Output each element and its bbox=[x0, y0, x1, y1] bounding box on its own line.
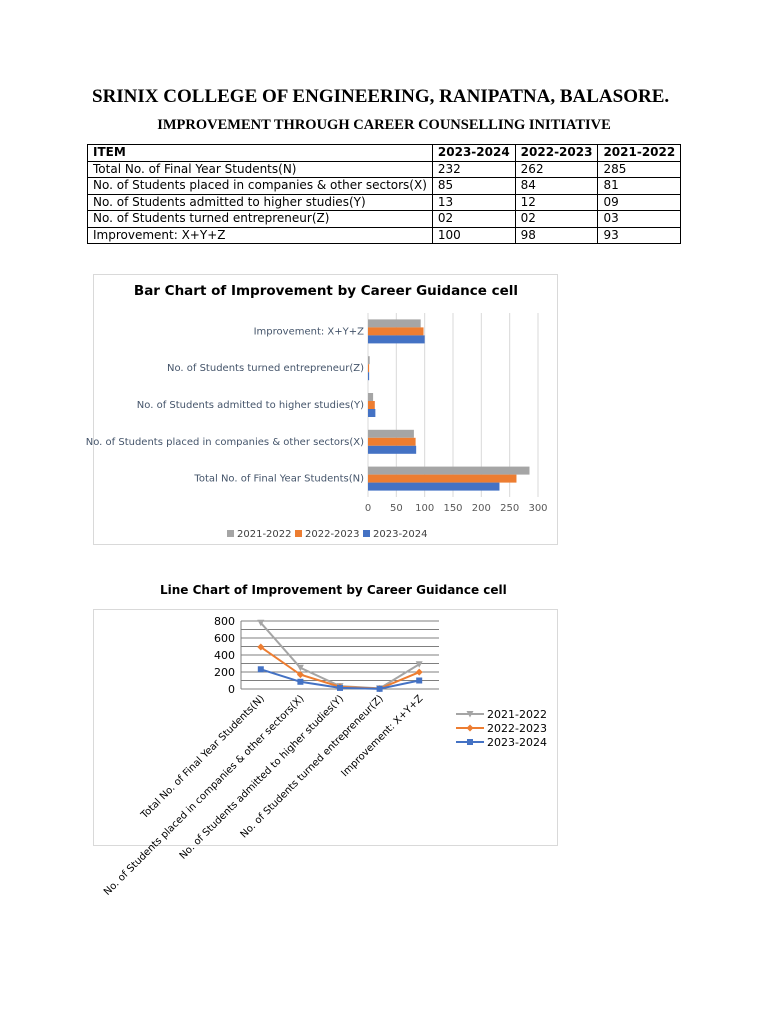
point-2022-2023 bbox=[257, 643, 265, 651]
bar-2021-2022 bbox=[368, 466, 530, 475]
category-label: No. of Students turned entrepreneur(Z) bbox=[167, 363, 364, 374]
y-tick-label: 800 bbox=[214, 615, 235, 628]
table-cell: Total No. of Final Year Students(N) bbox=[87, 160, 433, 178]
table-cell: 93 bbox=[597, 226, 682, 244]
y-tick-label: 200 bbox=[214, 666, 235, 679]
point-2023-2024 bbox=[416, 677, 423, 684]
y-tick-label: 0 bbox=[228, 683, 235, 696]
bar-2022-2023 bbox=[368, 401, 375, 409]
bar-2023-2024 bbox=[368, 409, 376, 417]
x-tick-label: 200 bbox=[472, 503, 491, 514]
table-row: Total No. of Final Year Students(N) 232 … bbox=[87, 160, 682, 178]
table-cell: 232 bbox=[431, 160, 516, 178]
y-tick-label: 400 bbox=[214, 649, 235, 662]
legend-swatch bbox=[227, 530, 234, 537]
table-cell: 262 bbox=[514, 160, 599, 178]
legend-label: 2021-2022 bbox=[237, 529, 292, 540]
bar-2021-2022 bbox=[368, 429, 414, 438]
x-tick-label: 300 bbox=[528, 503, 547, 514]
point-2021-2022 bbox=[257, 619, 265, 627]
report-subtitle: IMPROVEMENT THROUGH CAREER COUNSELLING I… bbox=[157, 117, 611, 133]
header-cell-2022-2023: 2022-2023 bbox=[514, 144, 599, 162]
table-cell: 02 bbox=[431, 210, 516, 228]
table-row: No. of Students placed in companies & ot… bbox=[87, 177, 682, 195]
x-tick-label: 150 bbox=[443, 503, 462, 514]
line-2022-2023 bbox=[260, 646, 420, 690]
header-cell-2023-2024: 2023-2024 bbox=[431, 144, 516, 162]
legend-swatch bbox=[363, 530, 370, 537]
point-2023-2024 bbox=[337, 684, 343, 691]
bar-2023-2024 bbox=[368, 482, 500, 491]
bar-chart: Bar Chart of Improvement by Career Guida… bbox=[86, 283, 548, 540]
point-2023-2024 bbox=[257, 666, 264, 673]
legend-label: 2022-2023 bbox=[487, 722, 547, 735]
bar-2022-2023 bbox=[368, 437, 416, 446]
bar-2023-2024 bbox=[368, 445, 417, 454]
x-tick-label: 100 bbox=[415, 503, 434, 514]
line-chart-frame: 0 200 400 600 800 Total No. of Final Year Stu… bbox=[93, 609, 558, 898]
point-2023-2024 bbox=[297, 678, 304, 685]
bar-2021-2022 bbox=[368, 319, 421, 328]
table-cell: 02 bbox=[514, 210, 599, 228]
table-row: No. of Students turned entrepreneur(Z) 0… bbox=[87, 210, 682, 228]
legend-marker bbox=[466, 724, 474, 732]
table-cell: 03 bbox=[597, 210, 682, 228]
bar-2021-2022 bbox=[368, 356, 370, 365]
table-cell: 09 bbox=[597, 193, 682, 211]
bar-2022-2023 bbox=[368, 364, 370, 373]
table-cell: 85 bbox=[431, 177, 516, 195]
category-label: Improvement: X+Y+Z bbox=[254, 326, 365, 337]
table-cell: 84 bbox=[514, 177, 599, 195]
table-cell: No. of Students placed in companies & ot… bbox=[87, 177, 433, 195]
category-label: Improvement: X+Y+Z bbox=[339, 693, 425, 779]
legend-marker bbox=[466, 711, 474, 718]
line-2021-2022 bbox=[260, 622, 420, 690]
point-2021-2022 bbox=[296, 664, 304, 672]
table-cell: No. of Students turned entrepreneur(Z) bbox=[87, 210, 433, 228]
table-cell: 100 bbox=[431, 226, 516, 244]
point-2021-2022 bbox=[415, 661, 423, 668]
category-label: Total No. of Final Year Students(N) bbox=[193, 474, 364, 485]
improvement-table: ITEM 2023-2024 2022-2023 2021-2022 Total… bbox=[87, 144, 682, 244]
header-cell-item: ITEM bbox=[87, 144, 433, 162]
bar-2022-2023 bbox=[368, 474, 517, 483]
legend-label: 2023-2024 bbox=[373, 529, 428, 540]
bar-2022-2023 bbox=[368, 327, 424, 336]
table-cell: 12 bbox=[514, 193, 599, 211]
table-cell: 13 bbox=[431, 193, 516, 211]
header-cell-2021-2022: 2021-2022 bbox=[597, 144, 682, 162]
point-2022-2023 bbox=[296, 671, 304, 679]
table-row: No. of Students admitted to higher studi… bbox=[87, 193, 682, 211]
legend-marker bbox=[467, 739, 473, 745]
x-tick-label: 250 bbox=[500, 503, 519, 514]
category-label: No. of Students placed in companies & ot… bbox=[86, 437, 364, 448]
category-label: No. of Students turned entrepreneur(Z) bbox=[239, 693, 386, 840]
legend-label: 2022-2023 bbox=[305, 529, 360, 540]
point-2022-2023 bbox=[415, 668, 423, 676]
bar-2023-2024 bbox=[368, 335, 425, 344]
category-label: No. of Students admitted to higher studi… bbox=[178, 693, 347, 862]
table-cell: Improvement: X+Y+Z bbox=[87, 226, 433, 244]
legend-label: 2023-2024 bbox=[487, 736, 547, 749]
table-row: Improvement: X+Y+Z 100 98 93 bbox=[87, 226, 682, 244]
college-title: SRINIX COLLEGE OF ENGINEERING, RANIPATNA… bbox=[92, 86, 670, 107]
legend-label: 2021-2022 bbox=[487, 708, 547, 721]
y-tick-label: 600 bbox=[214, 632, 235, 645]
table-cell: 285 bbox=[597, 160, 682, 178]
x-tick-label: 50 bbox=[390, 503, 403, 514]
bar-chart-frame: Bar Chart of Improvement by Career Guida… bbox=[86, 274, 558, 545]
table-header-row: ITEM 2023-2024 2022-2023 2021-2022 bbox=[87, 144, 682, 162]
x-tick-label: 0 bbox=[365, 503, 371, 514]
category-label: No. of Students admitted to higher studi… bbox=[137, 400, 364, 411]
table-cell: 81 bbox=[597, 177, 682, 195]
bar-chart-title: Bar Chart of Improvement by Career Guida… bbox=[134, 283, 518, 299]
bar-2023-2024 bbox=[368, 372, 370, 381]
table-cell: No. of Students admitted to higher studi… bbox=[87, 193, 433, 211]
line-chart-title: Line Chart of Improvement by Career Guid… bbox=[160, 583, 507, 597]
bar-2021-2022 bbox=[368, 393, 374, 401]
point-2023-2024 bbox=[376, 685, 383, 692]
legend-swatch bbox=[295, 530, 302, 537]
table-cell: 98 bbox=[514, 226, 599, 244]
